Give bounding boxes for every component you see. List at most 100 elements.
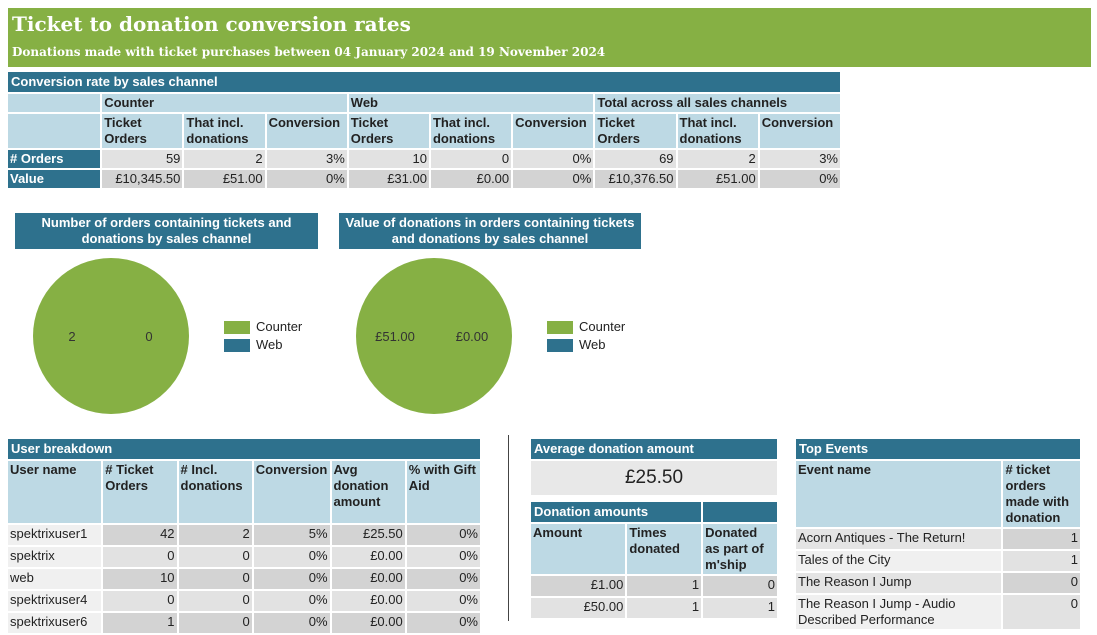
- pie-slice-counter: [33, 258, 189, 414]
- table-row: Acorn Antiques - The Return! 1: [796, 529, 1080, 549]
- table-row: spektrixuser1 42 2 5% £25.50 0%: [8, 525, 480, 545]
- table-row: # Orders 59 2 3% 10 0 0% 69 2 3%: [8, 150, 840, 168]
- table-row: spektrixuser6 1 0 0% £0.00 0%: [8, 613, 480, 633]
- cell: 0: [103, 547, 177, 567]
- cell: £0.00: [430, 170, 512, 188]
- cell: 0%: [266, 170, 347, 188]
- cell: 10: [103, 569, 177, 589]
- user-name: spektrixuser4: [8, 591, 102, 611]
- report-subtitle: Donations made with ticket purchases bet…: [12, 45, 606, 59]
- cell: £10,345.50: [102, 170, 183, 188]
- report-banner: Ticket to donation conversion rates Dona…: [8, 8, 1091, 67]
- table-row: The Reason I Jump 0: [796, 573, 1080, 593]
- cell: 0%: [513, 170, 594, 188]
- legend-item-web: Web: [224, 337, 302, 355]
- average-donation-value: £25.50: [531, 461, 777, 495]
- table-row: spektrixuser4 0 0 0% £0.00 0%: [8, 591, 480, 611]
- cell: £0.00: [331, 569, 405, 589]
- cell: £31.00: [348, 170, 429, 188]
- legend-label: Counter: [579, 319, 626, 334]
- table-row: The Reason I Jump - Audio Described Perf…: [796, 595, 1080, 629]
- orders-pie-chart: 2 0: [33, 258, 189, 414]
- cell: £1.00: [531, 576, 626, 596]
- table-row: £1.00 1 0: [531, 576, 777, 596]
- value-pie-chart: £51.00 £0.00: [356, 258, 512, 414]
- col-header: Conversion: [759, 114, 840, 148]
- col-header: Ticket Orders: [102, 114, 183, 148]
- cell: 1: [703, 598, 777, 618]
- cell: 3%: [266, 150, 347, 168]
- cell: 0%: [253, 613, 330, 633]
- corner-cell: [8, 94, 101, 112]
- legend-label: Counter: [256, 319, 303, 334]
- col-header: Amount: [531, 524, 626, 574]
- value-legend: Counter Web: [547, 319, 625, 355]
- col-header: That incl. donations: [677, 114, 758, 148]
- cell: 2: [178, 525, 252, 545]
- cell: 1: [103, 613, 177, 633]
- pie-label-web: £0.00: [456, 329, 489, 344]
- col-header: Ticket Orders: [348, 114, 429, 148]
- user-breakdown-title: User breakdown: [8, 439, 480, 459]
- cell: 0: [1003, 595, 1080, 629]
- cell: 0%: [406, 591, 480, 611]
- col-header: Donated as part of m'ship: [703, 524, 777, 574]
- pie-label-counter: £51.00: [375, 329, 415, 344]
- legend-swatch: [547, 321, 573, 335]
- user-name: spektrixuser1: [8, 525, 102, 545]
- pie-label-web: 0: [145, 329, 152, 344]
- legend-item-web: Web: [547, 337, 625, 355]
- cell: 0: [178, 569, 252, 589]
- conversion-section: Conversion rate by sales channel Counter…: [6, 70, 842, 190]
- cell: 0%: [513, 150, 594, 168]
- cell: 1: [627, 598, 702, 618]
- cell: 59: [102, 150, 183, 168]
- legend-label: Web: [579, 337, 606, 352]
- cell: £51.00: [677, 170, 758, 188]
- cell: 0%: [406, 525, 480, 545]
- cell: 5%: [253, 525, 330, 545]
- donation-amounts-table: Donation amounts Amount Times donated Do…: [529, 500, 779, 620]
- table-row: £50.00 1 1: [531, 598, 777, 618]
- cell: 1: [1003, 551, 1080, 571]
- user-breakdown-section: User breakdown User name # Ticket Orders…: [6, 437, 482, 635]
- table-row: web 10 0 0% £0.00 0%: [8, 569, 480, 589]
- cell: 2: [677, 150, 758, 168]
- cell: 0: [1003, 573, 1080, 593]
- group-counter: Counter: [102, 94, 347, 112]
- event-name: Tales of the City: [796, 551, 1002, 571]
- col-header: # Incl. donations: [178, 461, 252, 523]
- cell: 10: [348, 150, 429, 168]
- legend-label: Web: [256, 337, 283, 352]
- cell: 1: [1003, 529, 1080, 549]
- cell: 0%: [253, 569, 330, 589]
- cell: £0.00: [331, 591, 405, 611]
- top-events-title: Top Events: [796, 439, 1080, 459]
- table-row: spektrix 0 0 0% £0.00 0%: [8, 547, 480, 567]
- cell: 0: [178, 613, 252, 633]
- event-name: The Reason I Jump: [796, 573, 1002, 593]
- cell: 0%: [406, 547, 480, 567]
- row-label: # Orders: [8, 150, 101, 168]
- conversion-title: Conversion rate by sales channel: [8, 72, 840, 92]
- group-total: Total across all sales channels: [595, 94, 840, 112]
- legend-swatch: [224, 339, 250, 353]
- cell: £51.00: [184, 170, 265, 188]
- top-events-table: Top Events Event name # ticket orders ma…: [794, 437, 1082, 631]
- conversion-table: Conversion rate by sales channel Counter…: [6, 70, 842, 190]
- col-header: Conversion: [253, 461, 330, 523]
- cell: 42: [103, 525, 177, 545]
- legend-item-counter: Counter: [224, 319, 302, 337]
- user-name: web: [8, 569, 102, 589]
- col-header: That incl. donations: [184, 114, 265, 148]
- cell: £0.00: [331, 613, 405, 633]
- col-header: # ticket orders made with donation: [1003, 461, 1080, 527]
- col-header: Ticket Orders: [595, 114, 676, 148]
- event-name: The Reason I Jump - Audio Described Perf…: [796, 595, 1002, 629]
- col-header: # Ticket Orders: [103, 461, 177, 523]
- cell: £50.00: [531, 598, 626, 618]
- cell: 0%: [406, 613, 480, 633]
- top-events-section: Top Events Event name # ticket orders ma…: [794, 437, 1082, 631]
- col-header: Conversion: [266, 114, 347, 148]
- cell: 2: [184, 150, 265, 168]
